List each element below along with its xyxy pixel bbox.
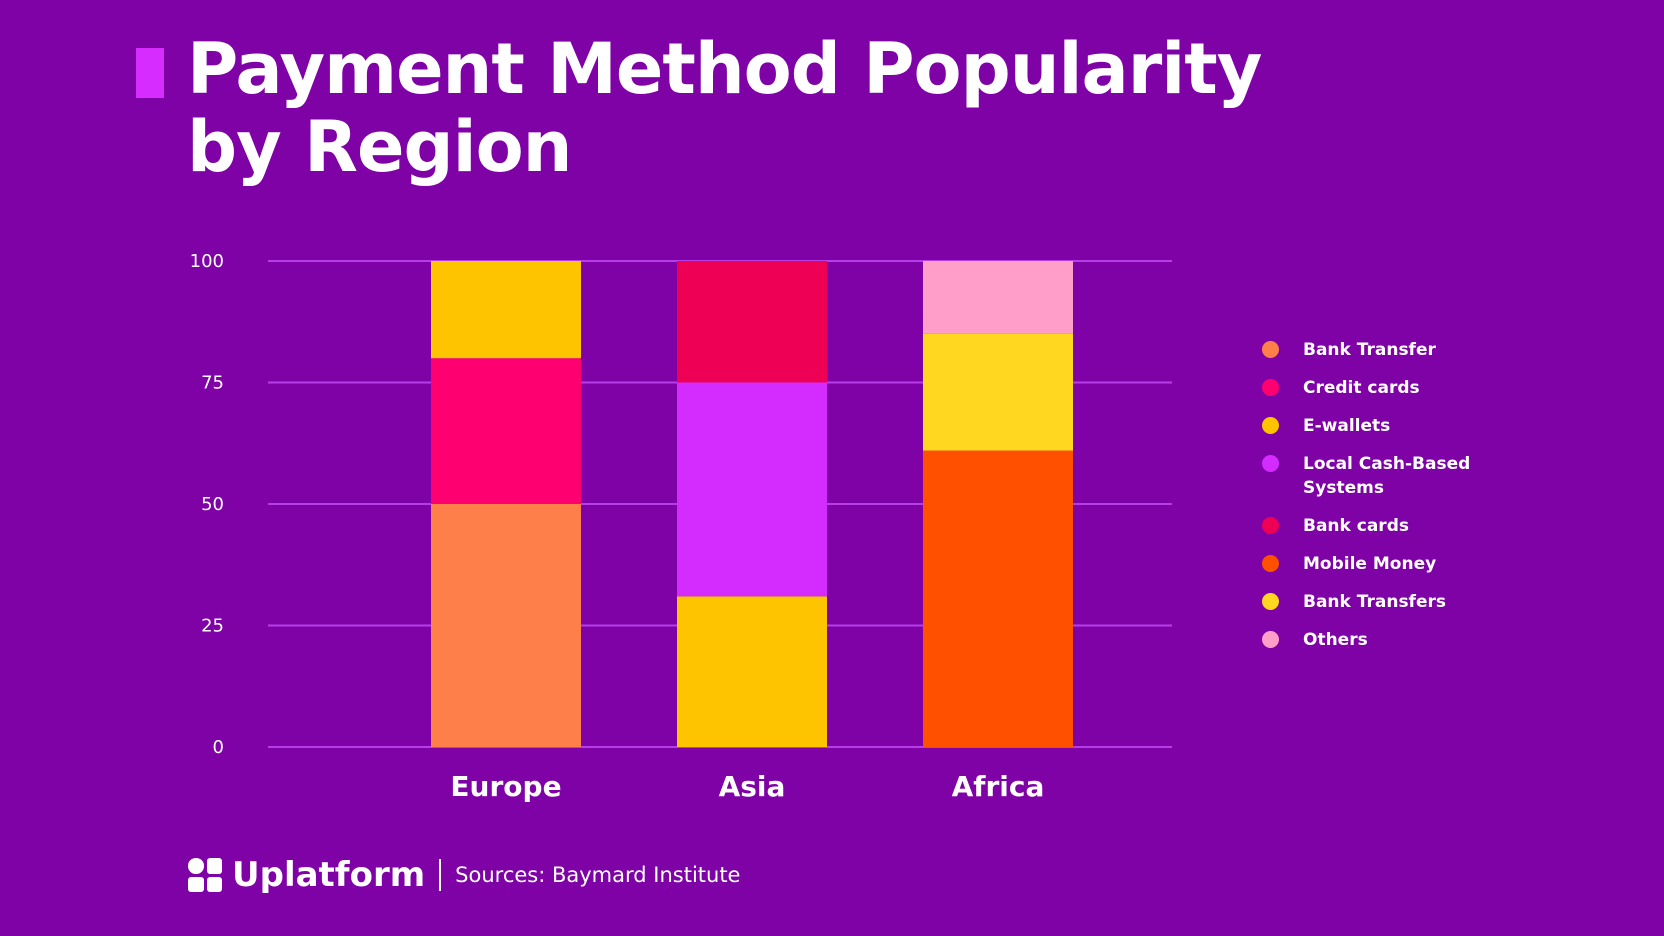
bar-segment-africa-bank-transfers [923, 333, 1073, 451]
legend-item: Mobile Money [1262, 552, 1493, 576]
bar-segment-europe-bank-transfer [431, 504, 581, 747]
footer: Uplatform Sources: Baymard Institute [188, 855, 740, 895]
x-category-label: Europe [450, 770, 561, 803]
legend-item: Local Cash-Based Systems [1262, 452, 1493, 500]
legend-label: Bank Transfers [1303, 592, 1446, 612]
legend-swatch-icon [1262, 379, 1279, 396]
y-tick-label: 50 [201, 494, 224, 515]
legend-swatch-icon [1262, 455, 1279, 472]
x-category-label: Asia [719, 770, 786, 803]
legend-item: Bank Transfers [1262, 590, 1493, 614]
y-tick-label: 0 [213, 737, 224, 758]
legend-label: Mobile Money [1303, 554, 1437, 574]
legend-swatch-icon [1262, 341, 1279, 358]
legend-swatch-icon [1262, 593, 1279, 610]
legend-item: Credit cards [1262, 376, 1493, 400]
legend-label: E-wallets [1303, 416, 1391, 436]
legend-swatch-icon [1262, 631, 1279, 648]
uplatform-logo-icon [188, 858, 222, 892]
bar-segment-asia-local-cash-based-systems [677, 382, 827, 597]
bar-segment-africa-others [923, 261, 1073, 334]
brand-name: Uplatform [232, 855, 426, 895]
footer-divider [439, 859, 442, 891]
legend-label: Credit cards [1303, 378, 1420, 398]
y-tick-label: 75 [201, 373, 224, 394]
legend-swatch-icon [1262, 555, 1279, 572]
legend-item: Bank cards [1262, 514, 1493, 538]
y-tick-label: 100 [190, 251, 224, 272]
bar-segment-europe-e-wallets [431, 261, 581, 359]
legend-item: E-wallets [1262, 414, 1493, 438]
legend-label: Local Cash-Based Systems [1303, 454, 1471, 498]
legend-label: Bank cards [1303, 516, 1409, 536]
x-category-label: Africa [952, 770, 1045, 803]
bar-segment-asia-bank-cards [677, 261, 827, 383]
title-line-1: Payment Method Popularity [187, 28, 1262, 110]
legend-swatch-icon [1262, 417, 1279, 434]
source-text: Sources: Baymard Institute [455, 863, 741, 887]
title-line-2: by Region [187, 106, 573, 188]
legend-item: Others [1262, 628, 1493, 652]
y-tick-label: 25 [201, 616, 224, 637]
bar-segment-africa-mobile-money [923, 450, 1073, 747]
legend-item: Bank Transfer [1262, 338, 1493, 362]
chart-title: Payment Method Popularity by Region [187, 28, 1262, 188]
legend-swatch-icon [1262, 517, 1279, 534]
title-accent-bar [136, 48, 164, 98]
legend-label: Others [1303, 630, 1368, 650]
legend: Bank Transfer Credit cards E-wallets Local … [1262, 338, 1493, 666]
bar-segment-europe-credit-cards [431, 358, 581, 504]
legend-label: Bank Transfer [1303, 340, 1436, 360]
bar-segment-asia-e-wallets [677, 596, 827, 747]
